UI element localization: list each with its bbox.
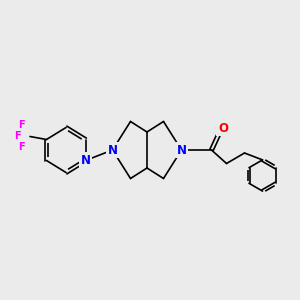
Text: N: N: [80, 154, 91, 167]
Text: N: N: [107, 143, 118, 157]
Text: O: O: [218, 122, 228, 135]
Text: F: F: [14, 131, 21, 141]
Text: F: F: [18, 142, 25, 152]
Text: N: N: [176, 143, 187, 157]
Text: F: F: [18, 120, 25, 130]
